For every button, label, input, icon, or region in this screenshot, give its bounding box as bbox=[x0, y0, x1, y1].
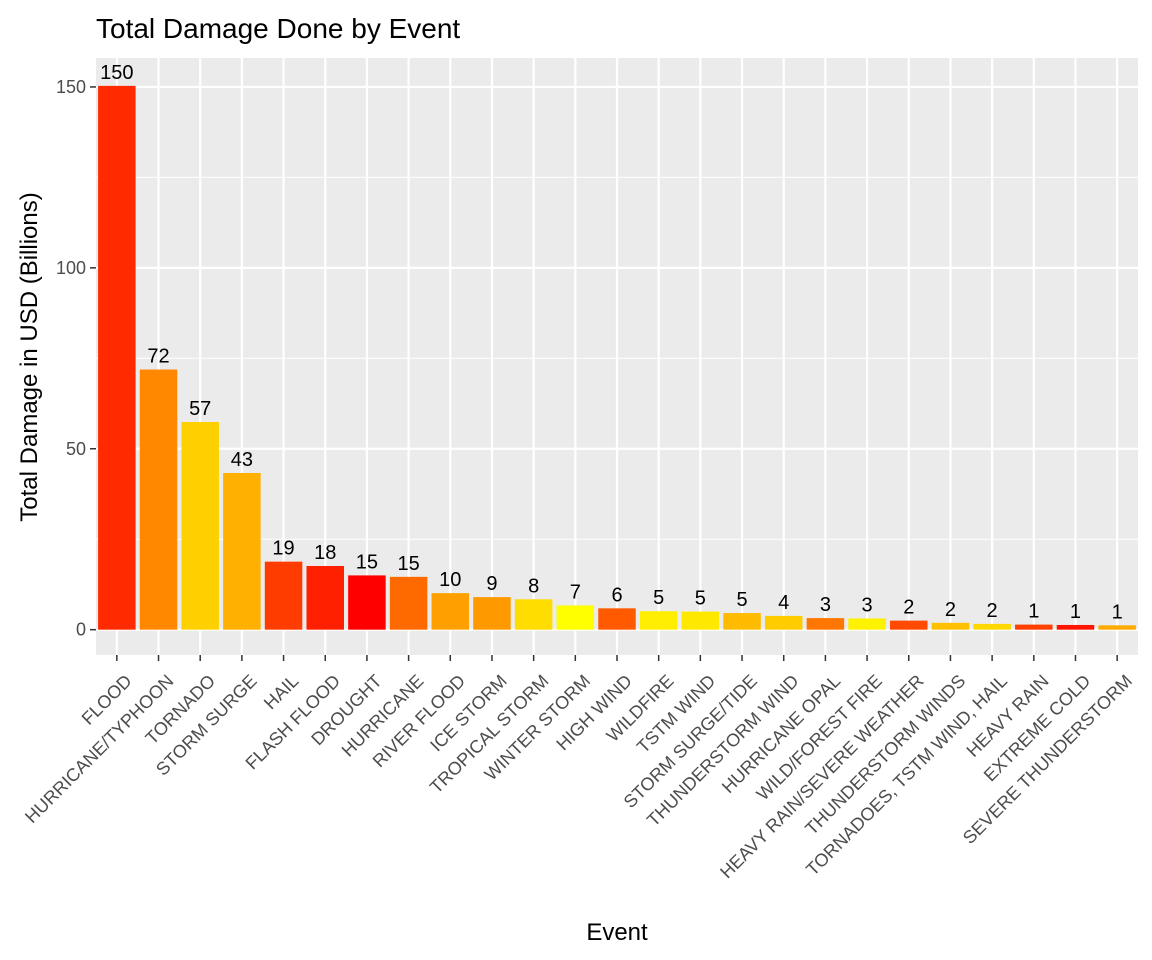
y-tick-label: 50 bbox=[66, 439, 86, 459]
x-axis-title: Event bbox=[586, 919, 648, 946]
data-label: 15 bbox=[356, 551, 378, 573]
bar bbox=[431, 593, 470, 630]
data-label: 4 bbox=[778, 592, 789, 614]
bar bbox=[1056, 624, 1095, 630]
bar bbox=[306, 565, 344, 630]
y-tick-label: 0 bbox=[76, 620, 86, 640]
y-axis-title: Total Damage in USD (Billions) bbox=[16, 192, 43, 521]
bar bbox=[181, 421, 219, 630]
bar bbox=[848, 618, 886, 630]
data-label: 6 bbox=[611, 584, 622, 606]
data-label: 1 bbox=[1028, 601, 1039, 623]
bar bbox=[764, 615, 803, 630]
data-label: 18 bbox=[314, 542, 336, 564]
bar bbox=[1098, 625, 1136, 630]
bar bbox=[806, 618, 845, 630]
data-label: 57 bbox=[189, 398, 211, 420]
bar bbox=[389, 576, 428, 630]
bar bbox=[473, 597, 511, 630]
bar bbox=[556, 605, 595, 630]
bar bbox=[598, 608, 636, 630]
bar bbox=[723, 613, 761, 630]
data-label: 72 bbox=[147, 346, 169, 368]
bar bbox=[681, 611, 720, 630]
bar bbox=[890, 620, 928, 630]
bar bbox=[931, 622, 970, 630]
y-tick-label: 150 bbox=[56, 77, 86, 97]
bar bbox=[139, 369, 178, 630]
bar bbox=[1015, 624, 1053, 630]
data-label: 3 bbox=[862, 594, 873, 616]
y-axis: 0 50 100 150 bbox=[56, 77, 96, 640]
bar bbox=[973, 623, 1011, 630]
chart-title: Total Damage Done by Event bbox=[96, 13, 460, 44]
data-label: 1 bbox=[1112, 601, 1123, 623]
bar bbox=[348, 575, 386, 630]
bar bbox=[514, 599, 553, 630]
data-label: 43 bbox=[231, 449, 253, 471]
data-label: 3 bbox=[820, 594, 831, 616]
data-label: 150 bbox=[100, 62, 133, 84]
bar bbox=[639, 611, 678, 630]
data-label: 9 bbox=[486, 573, 497, 595]
y-tick-label: 100 bbox=[56, 258, 86, 278]
data-label: 5 bbox=[695, 588, 706, 610]
bars bbox=[98, 85, 1136, 630]
data-label: 10 bbox=[439, 569, 461, 591]
data-label: 2 bbox=[903, 597, 914, 619]
data-label: 19 bbox=[272, 538, 294, 560]
data-label: 1 bbox=[1070, 601, 1081, 623]
data-label: 2 bbox=[945, 599, 956, 621]
bar bbox=[223, 473, 261, 630]
bar bbox=[264, 561, 303, 630]
data-label: 15 bbox=[397, 553, 419, 575]
data-label: 2 bbox=[987, 600, 998, 622]
data-label: 5 bbox=[736, 589, 747, 611]
data-label: 5 bbox=[653, 587, 664, 609]
data-label: 8 bbox=[528, 575, 539, 597]
data-label: 7 bbox=[570, 581, 581, 603]
bar bbox=[98, 85, 136, 630]
